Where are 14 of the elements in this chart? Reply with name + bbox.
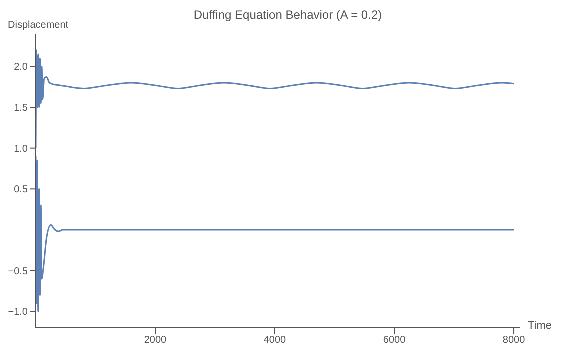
- chart-title: Duffing Equation Behavior (A = 0.2): [194, 8, 382, 22]
- x-tick-label: 8000: [502, 335, 526, 346]
- y-tick-label: 0.5: [14, 184, 28, 196]
- x-tick-label: 6000: [383, 335, 406, 346]
- y-tick-label: 1.5: [14, 103, 28, 114]
- y-tick-label: 1.0: [14, 144, 28, 155]
- y-tick-label: −1.0: [8, 307, 28, 318]
- x-tick-label: 4000: [264, 335, 287, 346]
- line-series: [36, 156, 515, 312]
- y-tick-label: 2.0: [14, 62, 28, 74]
- y-tick-label: −0.5: [8, 266, 28, 278]
- x-axis-title: Time: [528, 320, 552, 332]
- x-tick-label: 2000: [144, 335, 168, 346]
- y-axis-title: Displacement: [8, 20, 69, 31]
